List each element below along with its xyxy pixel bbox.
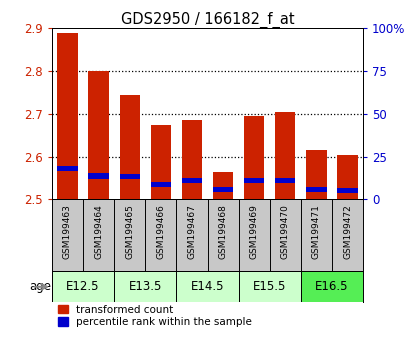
Bar: [151, 125, 171, 200]
Bar: [57, 166, 78, 171]
Text: GSM199465: GSM199465: [125, 205, 134, 259]
Bar: [120, 95, 140, 200]
Text: GSM199468: GSM199468: [219, 205, 227, 259]
Bar: [52, 272, 114, 302]
Bar: [120, 174, 140, 179]
Text: age: age: [29, 280, 51, 293]
Bar: [244, 178, 264, 183]
Text: E12.5: E12.5: [66, 280, 100, 293]
Bar: [176, 272, 239, 302]
Bar: [57, 33, 78, 200]
Bar: [275, 178, 295, 183]
Text: E16.5: E16.5: [315, 280, 349, 293]
Text: GSM199472: GSM199472: [343, 205, 352, 259]
Text: E15.5: E15.5: [253, 280, 286, 293]
Text: E14.5: E14.5: [191, 280, 224, 293]
Text: GSM199464: GSM199464: [94, 205, 103, 259]
Bar: [88, 71, 109, 200]
Bar: [275, 112, 295, 200]
Bar: [182, 178, 202, 183]
Bar: [337, 188, 358, 193]
Text: GSM199466: GSM199466: [156, 205, 165, 259]
Text: GSM199463: GSM199463: [63, 205, 72, 259]
Bar: [244, 116, 264, 200]
Bar: [114, 272, 176, 302]
Title: GDS2950 / 166182_f_at: GDS2950 / 166182_f_at: [121, 12, 294, 28]
Bar: [213, 172, 233, 200]
Text: GSM199471: GSM199471: [312, 205, 321, 259]
Bar: [88, 173, 109, 178]
Bar: [151, 182, 171, 187]
Text: GSM199470: GSM199470: [281, 205, 290, 259]
Bar: [306, 187, 327, 192]
Bar: [182, 120, 202, 200]
Legend: transformed count, percentile rank within the sample: transformed count, percentile rank withi…: [57, 304, 253, 328]
Text: GSM199467: GSM199467: [188, 205, 196, 259]
Text: E13.5: E13.5: [129, 280, 162, 293]
Bar: [337, 155, 358, 200]
Bar: [213, 187, 233, 192]
Bar: [301, 272, 363, 302]
Bar: [239, 272, 301, 302]
Text: GSM199469: GSM199469: [250, 205, 259, 259]
Bar: [306, 150, 327, 200]
